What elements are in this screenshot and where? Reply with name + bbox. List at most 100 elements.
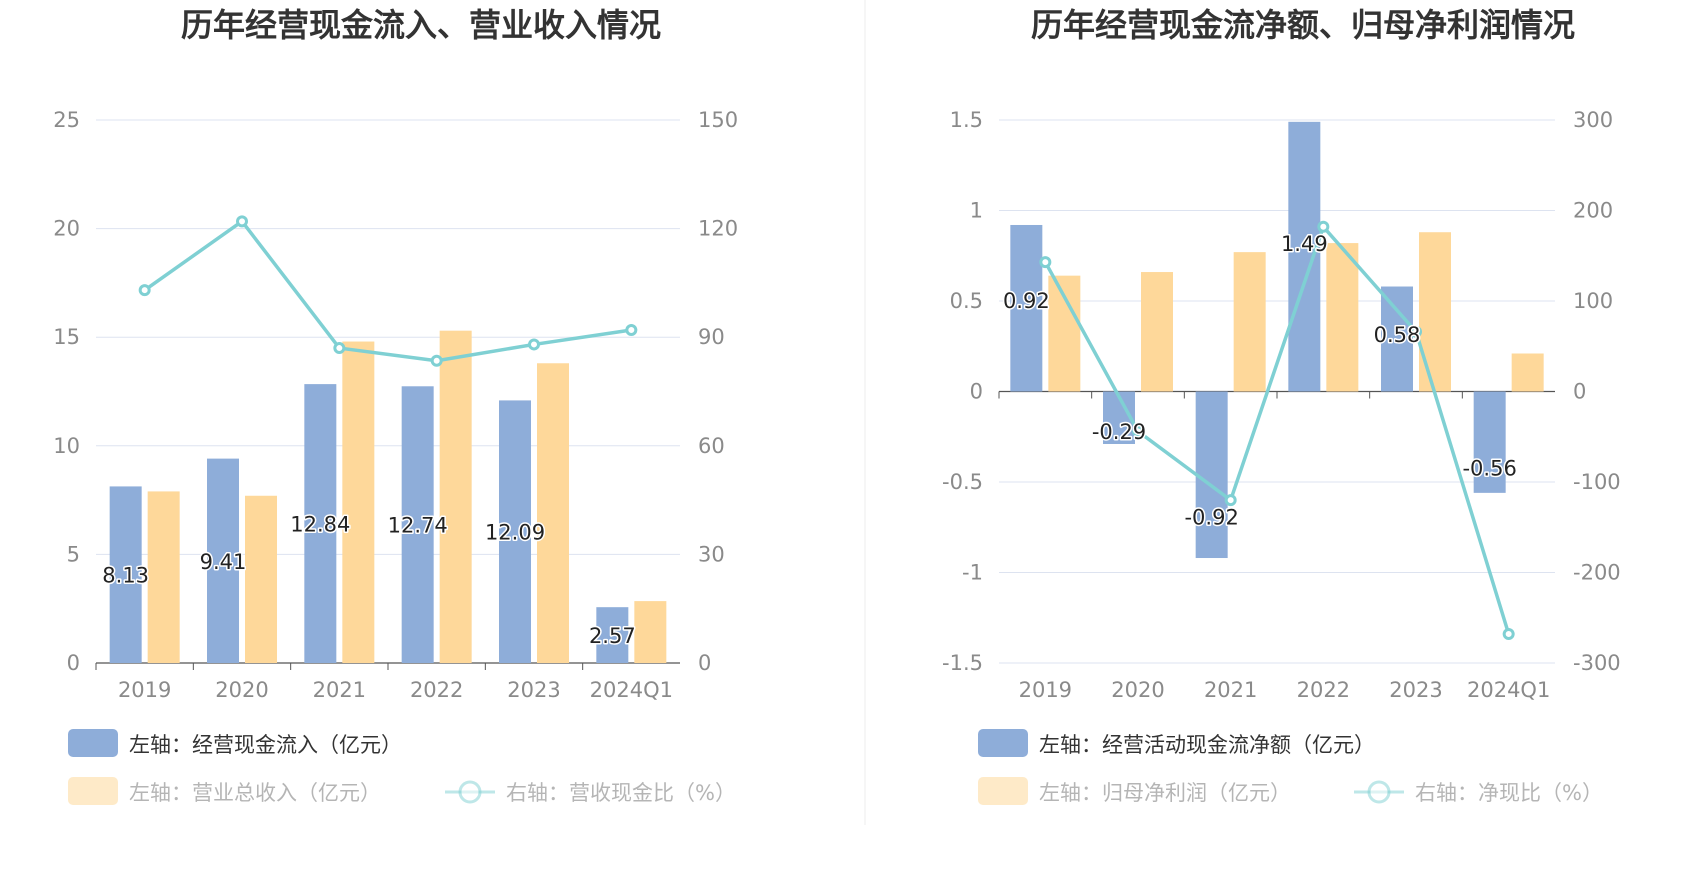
line-point	[1224, 494, 1237, 507]
chart-title: 历年经营现金流入、营业收入情况	[181, 6, 661, 44]
bar-primary	[207, 458, 239, 663]
bar-secondary	[439, 330, 472, 663]
line-point	[528, 338, 540, 351]
bar-primary	[1010, 224, 1043, 392]
line-point	[138, 284, 151, 297]
data-label: 9.41	[200, 550, 247, 574]
line-point	[333, 342, 346, 355]
bar-secondary	[245, 495, 277, 663]
bar-primary	[109, 486, 142, 663]
bar-primary	[1288, 121, 1321, 392]
legend-swatch	[978, 777, 1028, 805]
data-label: 12.84	[290, 513, 350, 537]
legend-swatch	[68, 777, 118, 805]
legend-marker	[458, 780, 482, 804]
bar-secondary	[1326, 243, 1359, 392]
data-label: 0.92	[1003, 289, 1050, 313]
bar-secondary	[1233, 252, 1266, 392]
x-axis-tick-label: 2021	[313, 678, 366, 702]
left-axis-tick: -0.5	[942, 470, 983, 494]
right-axis-tick: 60	[698, 434, 725, 458]
bar-primary	[401, 386, 434, 663]
right-axis-tick: -100	[1573, 470, 1621, 494]
legend-swatch	[68, 729, 118, 757]
bar-primary	[1473, 391, 1506, 493]
left-axis-tick: 0	[67, 651, 80, 675]
right-axis-tick: 120	[698, 217, 738, 241]
left-axis-tick: 5	[67, 542, 80, 566]
right-axis-tick: 100	[1573, 289, 1613, 313]
data-label: -0.92	[1184, 505, 1238, 529]
bar-secondary	[1419, 232, 1451, 392]
x-axis-tick-label: 2022	[410, 678, 463, 702]
bar-secondary	[1048, 275, 1081, 392]
line-point	[1039, 256, 1052, 269]
line-point	[1317, 220, 1330, 233]
left-axis-tick: 0.5	[950, 289, 983, 313]
left-axis-tick: 25	[53, 108, 80, 132]
bar-secondary	[147, 491, 180, 663]
data-label: 12.74	[388, 514, 448, 538]
bar-secondary	[634, 601, 667, 663]
right-axis-tick: 0	[698, 651, 711, 675]
x-axis-tick-label: 2023	[1389, 678, 1442, 702]
left-axis-tick: 20	[53, 217, 80, 241]
legend-label: 左轴：归母净利润（亿元）	[1039, 781, 1291, 805]
x-axis-tick-label: 2023	[507, 678, 560, 702]
bar-secondary	[1511, 353, 1544, 392]
left-axis-tick: 0	[970, 380, 983, 404]
line-point	[1410, 325, 1422, 338]
legend-marker	[1367, 780, 1391, 804]
x-axis-tick-label: 2024Q1	[590, 678, 673, 702]
legend-label: 左轴：营业总收入（亿元）	[129, 781, 381, 805]
legend-swatch	[978, 729, 1028, 757]
x-axis-tick-label: 2022	[1297, 678, 1350, 702]
line-point	[1132, 425, 1144, 438]
chart-1: 历年经营现金流入、营业收入情况 0 5 10 15 20 25 0 30 60 90 120 150 20…	[53, 6, 738, 805]
data-label: 0.58	[1374, 323, 1421, 347]
right-axis-tick: 30	[698, 542, 725, 566]
line-point	[236, 215, 248, 228]
left-axis-tick: -1	[962, 561, 983, 585]
data-label: 2.57	[589, 624, 636, 648]
right-axis-tick: -300	[1573, 651, 1621, 675]
line-point	[625, 323, 638, 336]
data-label: 12.09	[485, 521, 545, 545]
chart-2: 历年经营现金流净额、归母净利润情况 -1.5 -1 -0.5 0 0.5 1 1.5 -300 -…	[942, 6, 1621, 805]
x-axis-tick-label: 2021	[1204, 678, 1257, 702]
left-axis-tick: 1.5	[950, 108, 983, 132]
data-label: -0.29	[1092, 420, 1146, 444]
legend-label: 右轴：营收现金比（%）	[506, 781, 736, 805]
legend-label: 右轴：净现比（%）	[1415, 781, 1603, 805]
left-axis-tick: 15	[53, 325, 80, 349]
data-label: 8.13	[102, 564, 149, 588]
right-axis-tick: 200	[1573, 199, 1613, 223]
line-series	[1043, 225, 1511, 635]
right-axis-tick: -200	[1573, 561, 1621, 585]
legend-label: 左轴：经营现金流入（亿元）	[129, 733, 402, 757]
right-axis-tick: 90	[698, 325, 725, 349]
x-axis-tick-label: 2020	[1111, 678, 1164, 702]
right-axis-tick: 0	[1573, 380, 1586, 404]
line-point	[430, 354, 443, 367]
right-axis-tick: 300	[1573, 108, 1613, 132]
chart-title: 历年经营现金流净额、归母净利润情况	[1031, 6, 1575, 44]
line-series	[143, 219, 632, 363]
bar-primary	[304, 384, 337, 663]
x-axis-tick-label: 2019	[1019, 678, 1072, 702]
bar-primary	[1195, 391, 1228, 559]
line-point	[1502, 628, 1515, 641]
bar-secondary	[1141, 272, 1173, 392]
data-label: -0.56	[1462, 457, 1516, 481]
data-label: 1.49	[1281, 232, 1328, 256]
x-axis-tick-label: 2019	[118, 678, 171, 702]
right-axis-tick: 150	[698, 108, 738, 132]
x-axis-tick-label: 2020	[215, 678, 268, 702]
left-axis-tick: 1	[970, 199, 983, 223]
legend-label: 左轴：经营活动现金流净额（亿元）	[1039, 733, 1375, 757]
bar-primary	[1381, 286, 1413, 392]
left-axis-tick: -1.5	[942, 651, 983, 675]
bar-secondary	[342, 341, 375, 663]
bar-secondary	[537, 363, 569, 663]
